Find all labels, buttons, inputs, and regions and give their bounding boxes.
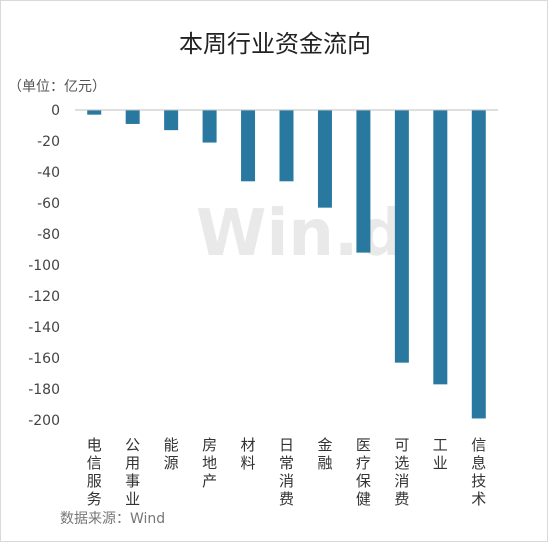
y-tick-label: -80 (37, 227, 60, 243)
bar (279, 110, 294, 182)
chart-title: 本周行业资金流向 (179, 30, 371, 58)
category-label: 信息技术 (471, 436, 486, 508)
bar (317, 110, 332, 208)
category-label: 日常消费 (279, 436, 294, 508)
bar (87, 110, 102, 115)
bar (433, 110, 448, 385)
unit-label: （单位：亿元） (8, 79, 106, 95)
category-label: 可选消费 (394, 436, 409, 508)
y-tick-label: 0 (51, 103, 60, 119)
bar (356, 110, 371, 253)
bar (471, 110, 486, 419)
y-tick-label: -100 (28, 258, 60, 274)
y-axis-ticks: 0 -20 -40 -60 -80 -100 -120 -140 -160 -180 -200 (28, 103, 60, 429)
watermark: Win.d (196, 197, 404, 271)
category-label: 医疗保健 (356, 436, 371, 508)
category-label: 电信服务 (87, 436, 102, 508)
y-tick-label: -160 (28, 351, 60, 367)
category-labels: 电信服务 公用事业 能源 房地产 材料 日常消费 金融 医疗保健 可选消费 工业 信息技术 (87, 436, 487, 508)
y-tick-label: -200 (28, 413, 60, 429)
bar (241, 110, 256, 182)
category-label: 材料 (241, 436, 256, 472)
y-tick-label: -60 (37, 196, 60, 212)
bar (125, 110, 140, 124)
source-note: 数据来源：Wind (60, 511, 165, 527)
y-tick-label: -20 (37, 134, 60, 150)
y-tick-label: -40 (37, 165, 60, 181)
category-label: 能源 (164, 436, 179, 472)
bars (87, 110, 486, 419)
bar (164, 110, 179, 131)
category-label: 工业 (433, 436, 448, 472)
bar (202, 110, 217, 143)
y-tick-label: -120 (28, 289, 60, 305)
category-label: 房地产 (202, 436, 217, 490)
bar (394, 110, 409, 363)
category-label: 金融 (317, 436, 332, 472)
category-label: 公用事业 (125, 436, 140, 508)
y-tick-label: -180 (28, 382, 60, 398)
y-tick-label: -140 (28, 320, 60, 336)
